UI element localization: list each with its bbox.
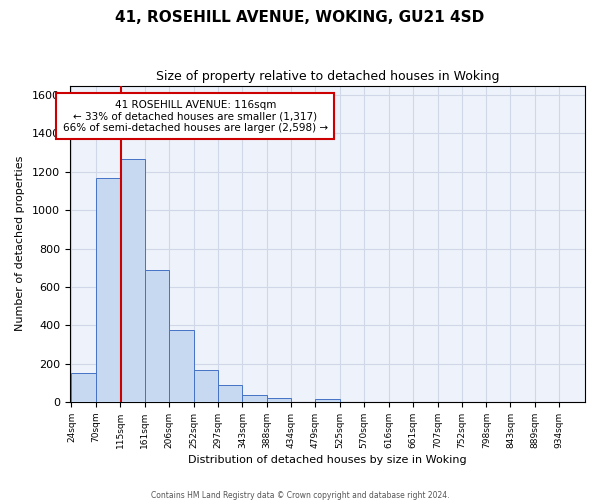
Bar [242, 395, 266, 402]
Bar [169, 330, 194, 402]
Bar [145, 270, 169, 402]
Bar [194, 370, 218, 402]
Bar [71, 373, 96, 402]
Text: Contains HM Land Registry data © Crown copyright and database right 2024.: Contains HM Land Registry data © Crown c… [151, 490, 449, 500]
Bar [120, 160, 145, 402]
Text: 41, ROSEHILL AVENUE, WOKING, GU21 4SD: 41, ROSEHILL AVENUE, WOKING, GU21 4SD [115, 10, 485, 25]
Y-axis label: Number of detached properties: Number of detached properties [15, 156, 25, 332]
Bar [266, 398, 291, 402]
Text: 41 ROSEHILL AVENUE: 116sqm
← 33% of detached houses are smaller (1,317)
66% of s: 41 ROSEHILL AVENUE: 116sqm ← 33% of deta… [62, 100, 328, 133]
Bar [316, 399, 340, 402]
Bar [96, 178, 120, 402]
Title: Size of property relative to detached houses in Woking: Size of property relative to detached ho… [155, 70, 499, 83]
X-axis label: Distribution of detached houses by size in Woking: Distribution of detached houses by size … [188, 455, 467, 465]
Bar [218, 384, 242, 402]
